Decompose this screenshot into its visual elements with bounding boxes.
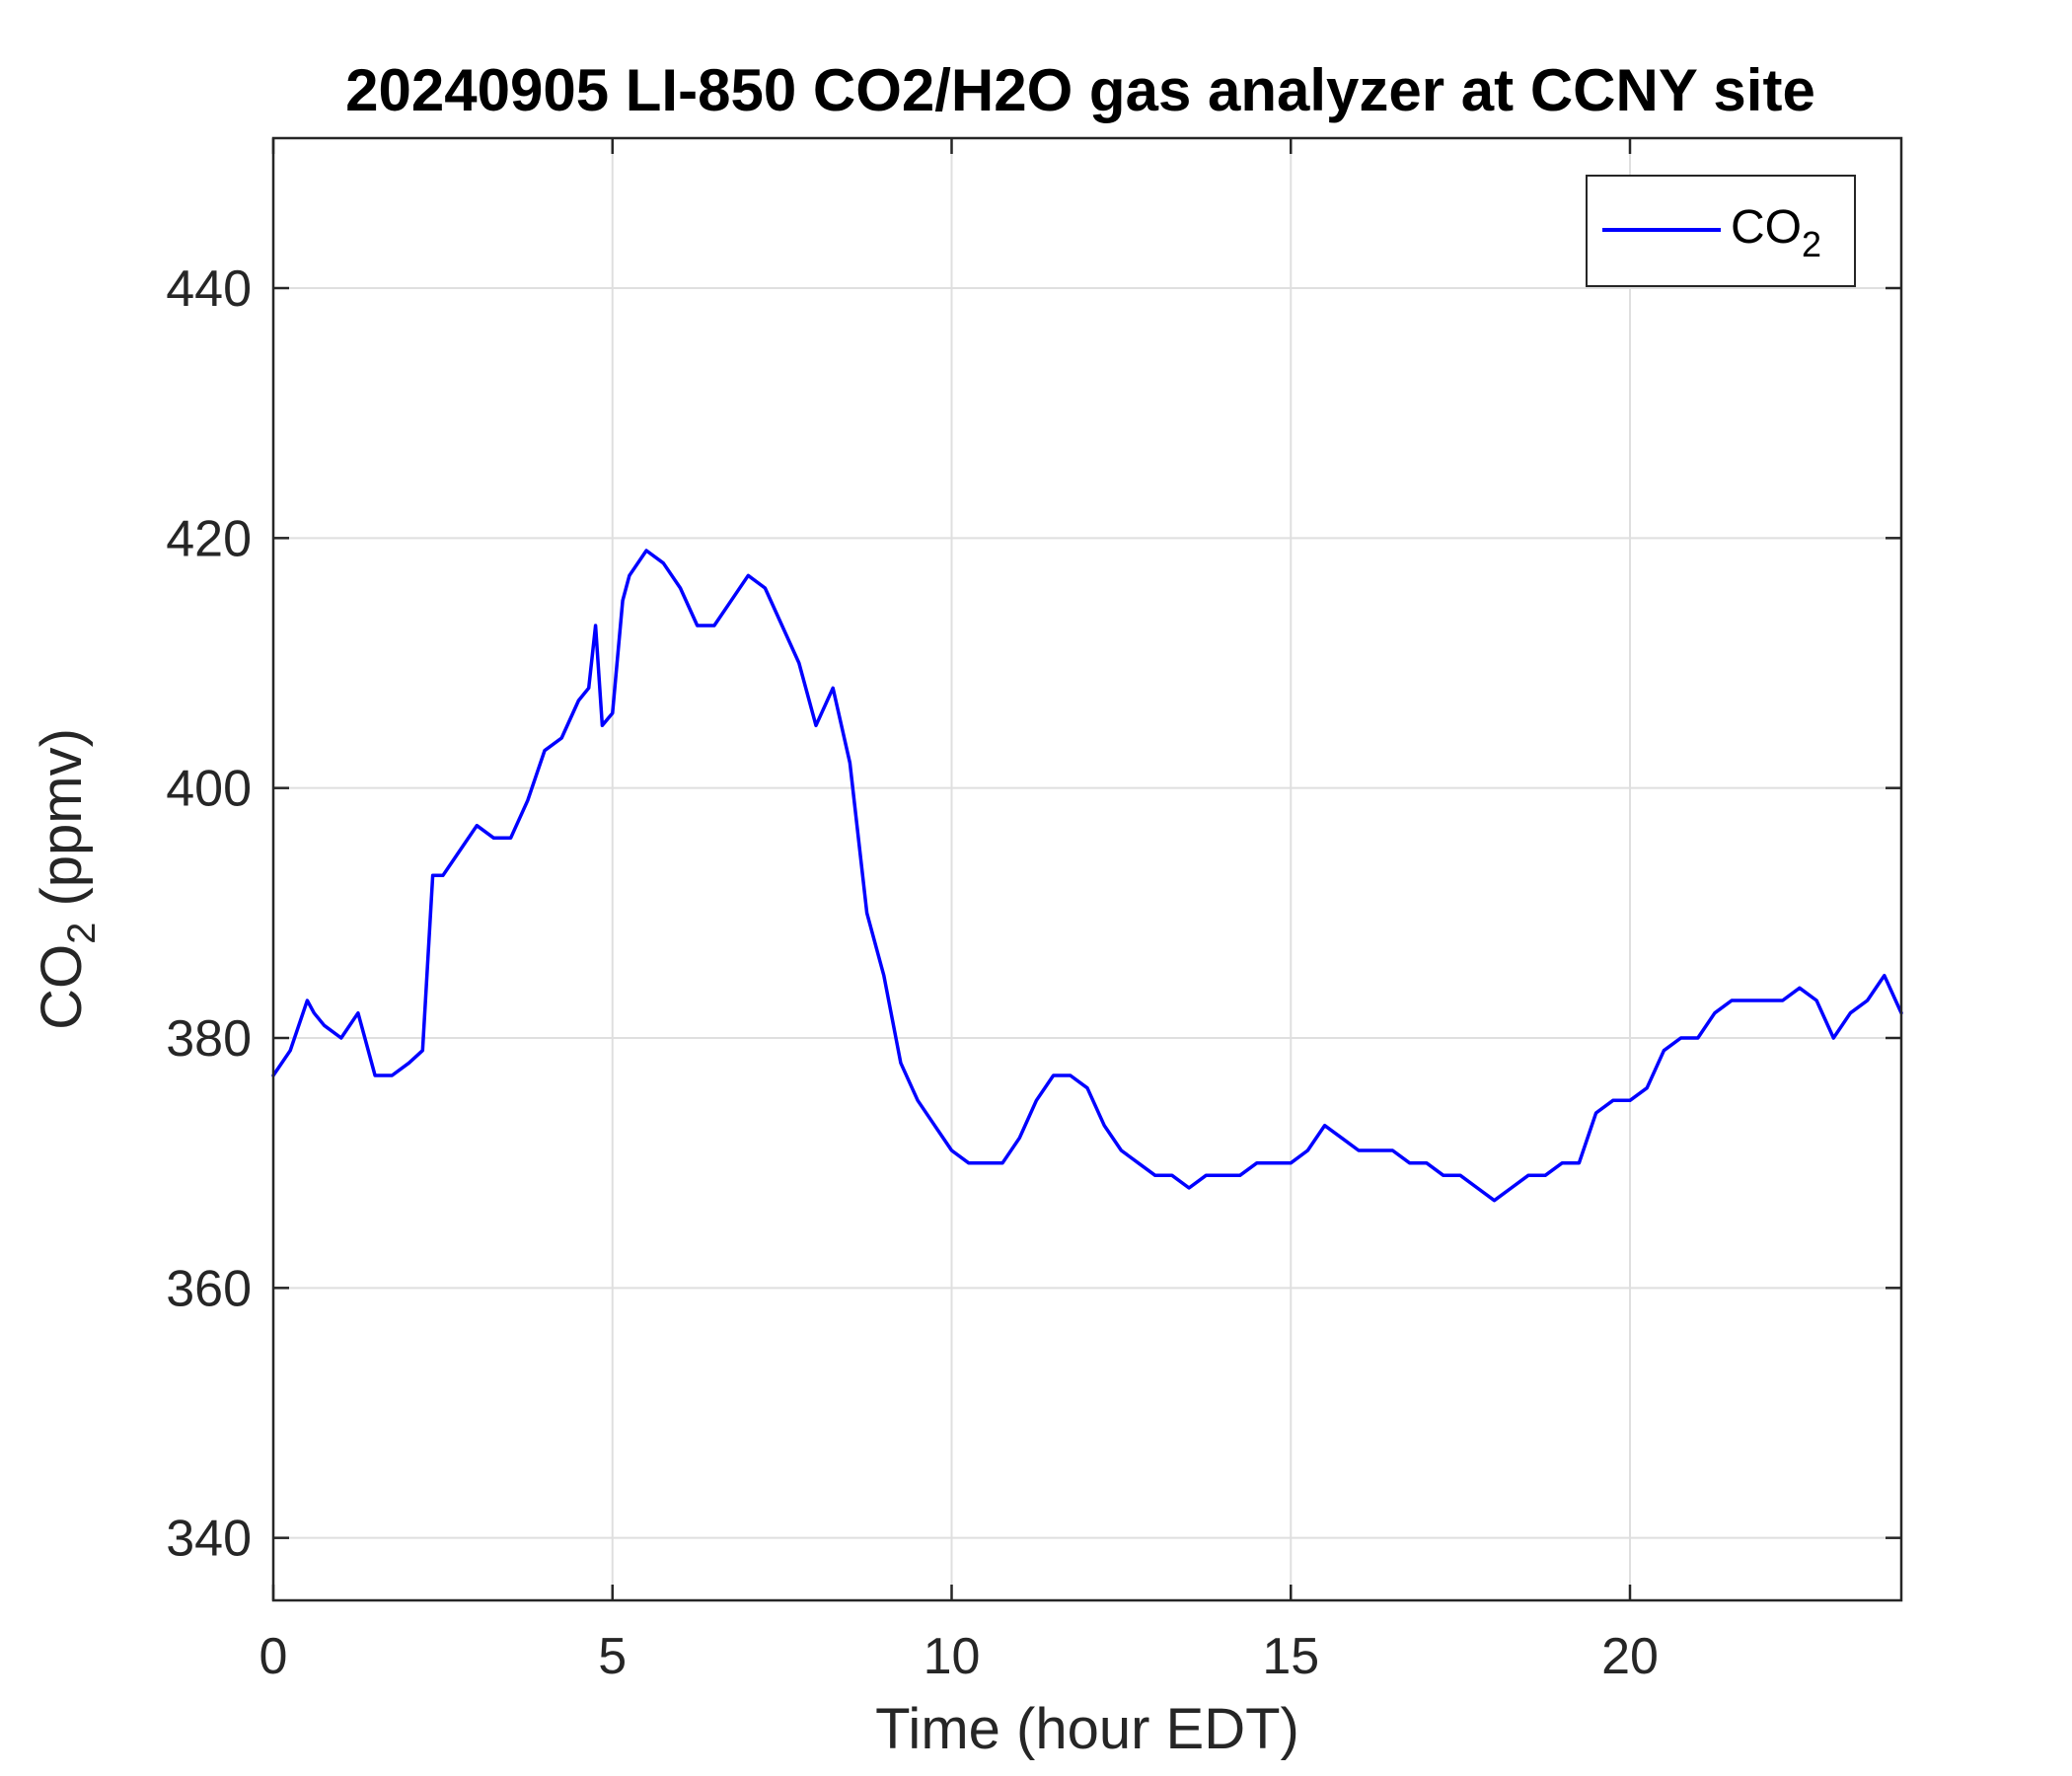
axes-frame <box>271 136 1903 1602</box>
legend: CO2 <box>1586 175 1856 287</box>
x-axis-label: Time (hour EDT) <box>875 1697 1299 1761</box>
tick-marks <box>271 138 1901 1600</box>
grid-lines <box>272 138 1901 1600</box>
y-axis-label-suffix: (ppmv) <box>30 728 94 923</box>
chart-title: 20240905 LI-850 CO2/H2O gas analyzer at … <box>345 57 1815 123</box>
x-tick-label: 0 <box>259 1628 288 1685</box>
y-axis-label-subscript: 2 <box>60 923 104 944</box>
legend-label: CO2 <box>1731 201 1821 264</box>
co2-series-line <box>271 549 1903 1203</box>
y-tick-label: 400 <box>166 761 252 818</box>
legend-label-subscript: 2 <box>1802 224 1821 264</box>
y-tick-label: 360 <box>166 1260 252 1317</box>
series-layer <box>271 549 1903 1203</box>
y-tick-label: 440 <box>166 260 252 318</box>
y-tick-label: 420 <box>166 510 252 567</box>
y-tick-label: 340 <box>166 1511 252 1568</box>
y-tick-label: 380 <box>166 1010 252 1068</box>
x-tick-label: 20 <box>1601 1628 1659 1685</box>
legend-label-prefix: CO <box>1731 201 1802 254</box>
x-tick-label: 10 <box>924 1628 981 1685</box>
x-tick-label: 15 <box>1262 1628 1319 1685</box>
y-tick-labels: 340 360 380 400 420 440 <box>166 260 252 1568</box>
x-tick-labels: 0 5 10 15 20 <box>259 1628 1659 1685</box>
y-axis-label: CO2 (ppmv) <box>30 728 104 1030</box>
x-tick-label: 5 <box>598 1628 627 1685</box>
y-axis-label-prefix: CO <box>30 944 94 1030</box>
